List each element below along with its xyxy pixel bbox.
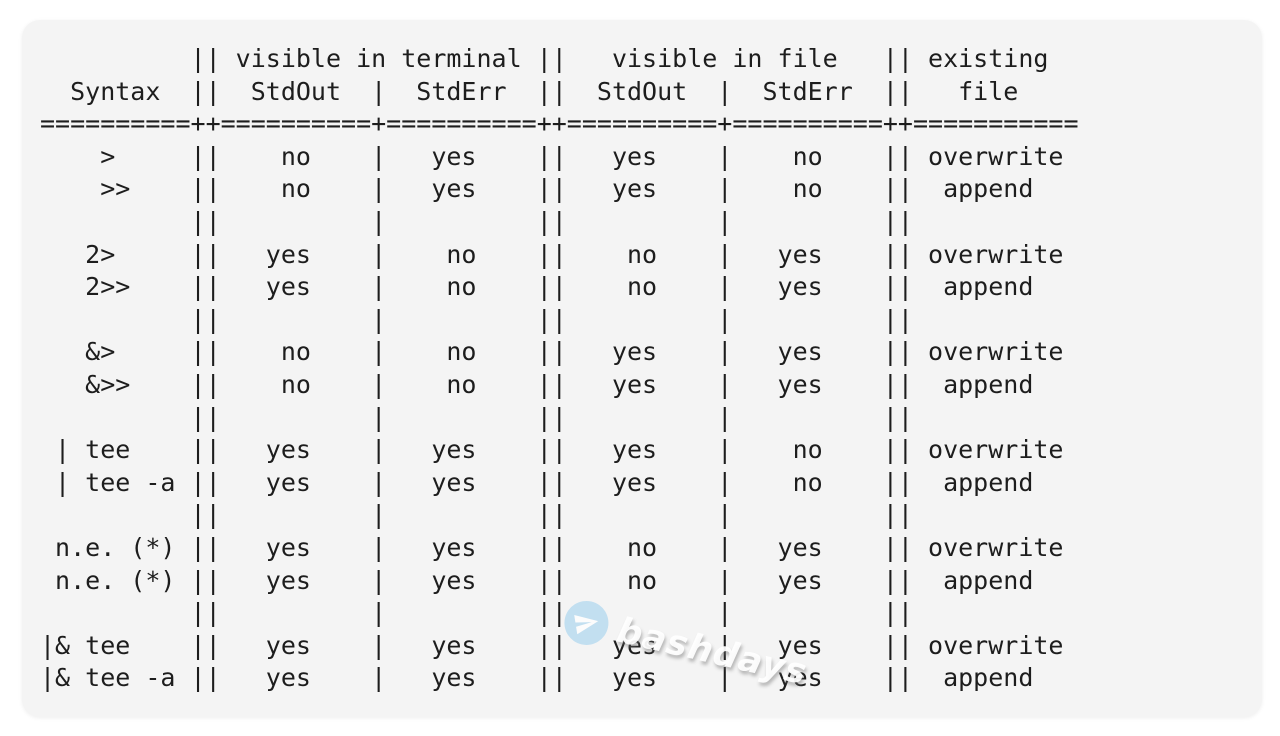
bash-redirection-table: || visible in terminal || visible in fil… (40, 44, 1079, 693)
cheatsheet-card: || visible in terminal || visible in fil… (22, 20, 1262, 717)
